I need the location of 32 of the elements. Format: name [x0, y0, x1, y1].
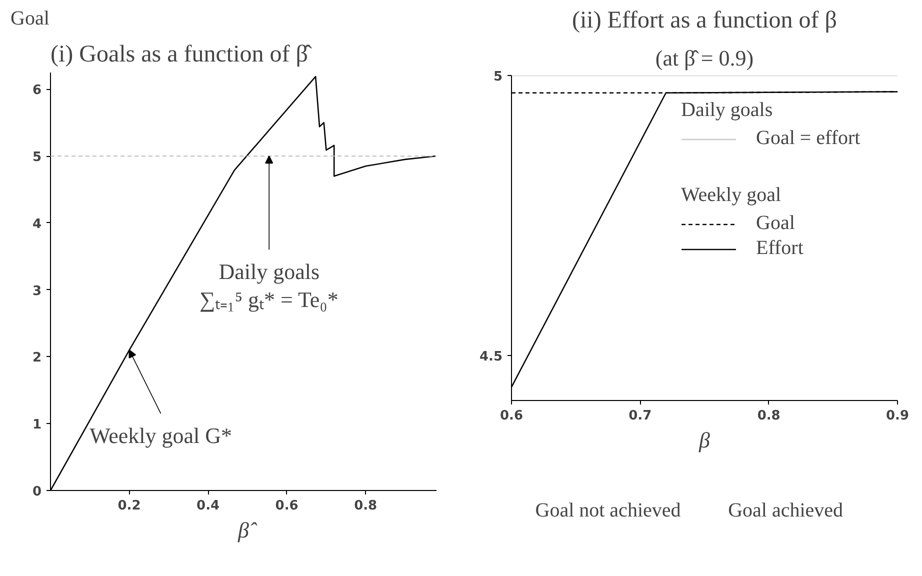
x-tick-label: 0.4 — [196, 498, 220, 514]
y-tick-label: 4.5 — [479, 350, 502, 365]
x-tick-label: 0.6 — [275, 498, 298, 514]
y-tick-label: 3 — [32, 284, 42, 299]
legend-label: Goal = effort — [756, 127, 860, 150]
chart-title: (i) Goals as a function of β̂ — [50, 42, 312, 68]
annotation: Daily goals — [681, 99, 774, 122]
x-tick-label: 0.7 — [628, 408, 652, 424]
text: Goal not achieved — [535, 500, 681, 522]
y-tick-label: 4 — [32, 216, 42, 232]
chart-subtitle: (at β̂ = 0.9) — [655, 46, 754, 70]
x-tick-label: 0.6 — [500, 408, 524, 424]
y-tick-label: 6 — [32, 83, 42, 98]
y-axis-title: Goal — [10, 8, 50, 30]
annotation: Weekly goal — [681, 184, 782, 207]
text: Goal achieved — [728, 500, 844, 522]
y-tick-label: 2 — [32, 350, 42, 366]
x-tick-label: 0.8 — [757, 408, 780, 424]
legend-label: Goal — [756, 212, 795, 235]
x-axis-title: β̂ — [237, 518, 258, 542]
x-tick-label: 0.8 — [354, 498, 378, 514]
legend-label: Effort — [756, 237, 804, 260]
annotation: Weekly goal G* — [90, 422, 232, 448]
y-tick-label: 5 — [493, 70, 502, 84]
chart-title: (ii) Effort as a function of β — [572, 8, 838, 34]
x-tick-label: 0.9 — [886, 408, 910, 424]
y-tick-label: 5 — [32, 150, 42, 166]
annotation: Daily goals ∑ₜ₌₁⁵ gₜ* = Te₀* — [199, 259, 338, 312]
y-tick-label: 1 — [32, 418, 42, 433]
x-axis-title: β — [698, 428, 710, 452]
y-tick-label: 0 — [32, 484, 42, 500]
x-tick-label: 0.2 — [118, 498, 141, 514]
